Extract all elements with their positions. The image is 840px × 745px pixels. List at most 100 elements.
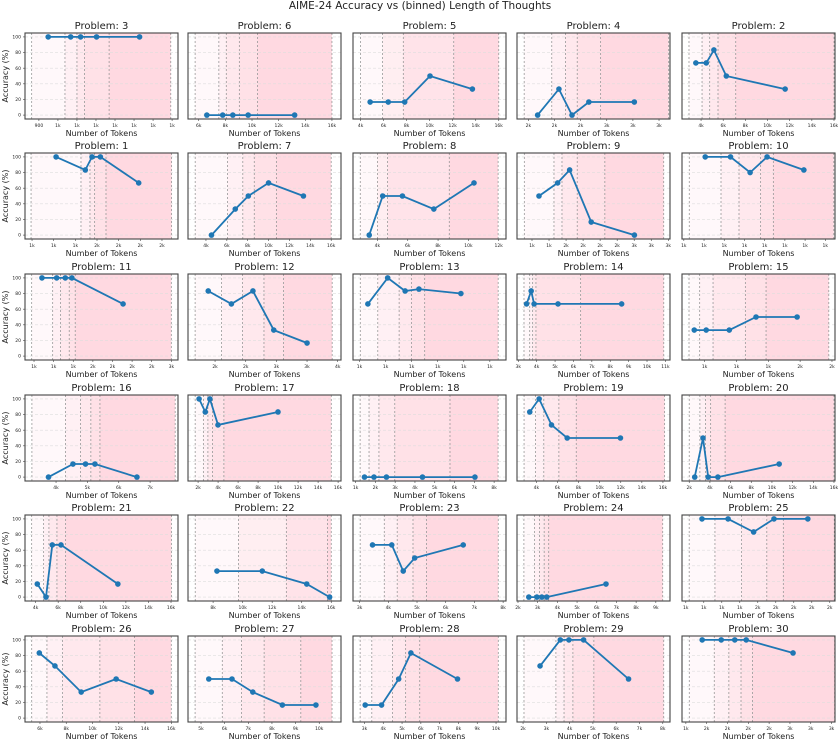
data-point bbox=[776, 461, 782, 467]
data-point bbox=[245, 193, 252, 199]
x-tick-label: 7k bbox=[472, 485, 478, 491]
x-tick-label: 6k bbox=[381, 123, 387, 129]
x-axis-label: Number of Tokens bbox=[66, 370, 138, 379]
x-tick-label: 16k bbox=[167, 605, 176, 611]
y-tick-label: 40 bbox=[15, 563, 21, 569]
bin-region bbox=[378, 395, 395, 481]
bin-region bbox=[238, 515, 287, 601]
bin-region bbox=[532, 274, 536, 360]
data-point bbox=[115, 581, 121, 587]
x-tick-label: 1k bbox=[721, 243, 727, 249]
x-axis-label: Number of Tokens bbox=[723, 249, 795, 258]
data-point bbox=[45, 34, 52, 40]
data-point bbox=[313, 702, 319, 708]
x-tick-label: 3k bbox=[274, 364, 280, 370]
subplot: Problem: 17 2k 4k 6k 8k 10k 12k 14k 16k Number of… bbox=[187, 383, 343, 500]
bin-region bbox=[688, 33, 703, 119]
data-point bbox=[228, 301, 235, 307]
bin-region bbox=[728, 636, 742, 722]
subplot: Problem: 16 4k 5k 6k 7k Number of Tokens 0 20 40… bbox=[1, 383, 179, 500]
bin-region bbox=[254, 153, 277, 239]
data-point bbox=[731, 637, 738, 643]
x-axis-label: Number of Tokens bbox=[394, 491, 466, 500]
x-tick-label: 1k bbox=[546, 243, 552, 249]
data-point bbox=[782, 86, 788, 92]
y-tick-label: 80 bbox=[15, 50, 21, 56]
data-point bbox=[361, 474, 368, 480]
y-tick-label: 60 bbox=[15, 186, 21, 192]
x-tick-label: 10k bbox=[238, 605, 247, 611]
x-tick-label: 8k bbox=[78, 605, 84, 611]
y-axis-label: Accuracy (%) bbox=[1, 653, 10, 706]
subplot: Problem: 8 4k 6k 8k 10k 12k Number of Tokens bbox=[352, 141, 507, 258]
x-tick-label: 12k bbox=[495, 243, 504, 249]
data-point bbox=[148, 689, 155, 695]
x-axis-label: Number of Tokens bbox=[229, 732, 301, 741]
axes-frame bbox=[352, 152, 507, 240]
x-tick-label: 1k bbox=[51, 364, 57, 370]
data-point bbox=[275, 409, 281, 415]
bin-region bbox=[572, 636, 594, 722]
bin-region bbox=[109, 33, 171, 119]
data-point bbox=[53, 154, 59, 160]
x-tick-label: 16k bbox=[328, 123, 337, 129]
x-tick-label: 7k bbox=[437, 726, 443, 732]
x-tick-label: 1k bbox=[702, 364, 708, 370]
data-point bbox=[534, 594, 540, 600]
data-point bbox=[764, 154, 770, 160]
y-tick-label: 20 bbox=[15, 97, 21, 103]
x-tick-label: 2k bbox=[746, 726, 752, 732]
data-point bbox=[36, 650, 43, 656]
x-axis-label: Number of Tokens bbox=[229, 129, 301, 138]
data-point bbox=[631, 99, 638, 105]
data-point bbox=[58, 542, 64, 548]
data-point bbox=[743, 637, 750, 643]
subplot: Problem: 22 8k 10k 12k 14k 16k Number of Token… bbox=[187, 503, 342, 620]
data-point bbox=[134, 474, 140, 480]
subplot-title: Problem: 9 bbox=[567, 141, 621, 152]
bin-region bbox=[283, 274, 333, 360]
bin-region bbox=[604, 153, 664, 239]
x-tick-label: 2k bbox=[520, 726, 526, 732]
data-point bbox=[205, 288, 212, 294]
data-point bbox=[62, 275, 69, 281]
data-point bbox=[419, 474, 426, 480]
bin-region bbox=[399, 274, 412, 360]
subplot: Problem: 26 6k 8k 10k 12k 14k 16k Number of Tok… bbox=[1, 624, 179, 741]
bin-region bbox=[377, 274, 400, 360]
x-tick-label: 1k bbox=[529, 243, 535, 249]
x-axis-label: Number of Tokens bbox=[229, 491, 301, 500]
axes-frame bbox=[516, 394, 671, 482]
axes-frame bbox=[352, 635, 507, 723]
bin-region bbox=[555, 636, 565, 722]
bin-region bbox=[397, 515, 413, 601]
data-point bbox=[569, 112, 575, 118]
data-point bbox=[750, 529, 757, 535]
bin-region bbox=[411, 274, 425, 360]
bin-region bbox=[241, 636, 265, 722]
data-point bbox=[77, 34, 84, 40]
data-point bbox=[699, 637, 705, 643]
x-tick-label: 10k bbox=[763, 123, 772, 129]
x-tick-label: 12k bbox=[274, 123, 283, 129]
axes-frame bbox=[516, 514, 671, 602]
subplot-title: Problem: 16 bbox=[71, 383, 131, 394]
x-tick-label: 2k bbox=[159, 243, 165, 249]
x-tick-label: 16k bbox=[659, 485, 668, 491]
x-tick-label: 1k bbox=[762, 243, 768, 249]
x-tick-label: 7k bbox=[637, 726, 643, 732]
subplot-title: Problem: 19 bbox=[563, 383, 623, 394]
subplot: Problem: 2 4k 6k 8k 10k 12k 14k 16k Number of To… bbox=[681, 21, 839, 138]
x-axis-label: Number of Tokens bbox=[394, 249, 466, 258]
x-tick-label: 1k bbox=[409, 364, 415, 370]
x-tick-label: 2k bbox=[149, 364, 155, 370]
bin-region bbox=[382, 33, 404, 119]
bin-region bbox=[535, 395, 544, 481]
x-axis-label: Number of Tokens bbox=[558, 611, 630, 620]
x-tick-label: 8k bbox=[245, 243, 251, 249]
subplot-title: Problem: 4 bbox=[567, 21, 621, 32]
data-point bbox=[617, 435, 624, 441]
x-tick-label: 4k bbox=[335, 364, 341, 370]
